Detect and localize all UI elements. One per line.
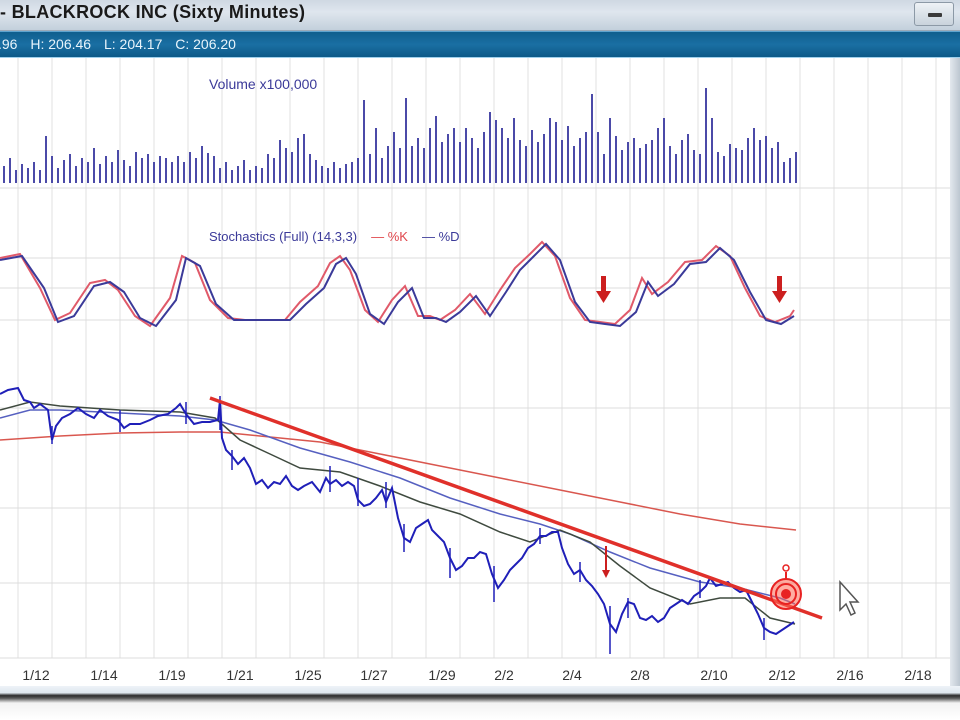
down-arrow-icon <box>772 276 787 303</box>
window-titlebar: - BLACKROCK INC (Sixty Minutes) <box>0 0 960 31</box>
mouse-cursor-icon <box>839 580 860 617</box>
chart-area[interactable]: Volume x100,000 Stochastics (Full) (14,3… <box>0 58 950 686</box>
open-value: .96 <box>0 36 18 52</box>
x-tick: 2/10 <box>700 667 728 683</box>
x-tick: 1/12 <box>22 667 50 683</box>
window-frame-bottom <box>0 686 960 720</box>
x-tick: 1/14 <box>90 667 118 683</box>
minimize-button[interactable] <box>914 2 954 26</box>
price-wicks <box>51 396 765 654</box>
x-tick: 1/27 <box>360 667 388 683</box>
vertical-gridlines <box>17 58 937 658</box>
ohlc-bar: .96 H: 206.46 L: 204.17 C: 206.20 <box>0 31 960 59</box>
down-arrow-icon <box>596 276 611 303</box>
stoch-d-line <box>0 242 795 328</box>
x-tick: 2/18 <box>904 667 932 683</box>
price-bars <box>0 386 795 636</box>
long-ma-line <box>0 431 797 531</box>
x-tick: 1/25 <box>294 667 322 683</box>
low-value: L: 204.17 <box>103 36 163 52</box>
k-legend: — %K <box>371 229 408 244</box>
stoch-k-line <box>0 240 795 328</box>
close-value: C: 206.20 <box>175 36 236 52</box>
x-tick: 2/4 <box>562 667 582 683</box>
window-title: - BLACKROCK INC (Sixty Minutes) <box>0 2 306 22</box>
minimize-icon <box>928 13 942 17</box>
downtrend-line <box>209 396 823 620</box>
x-tick: 1/29 <box>428 667 456 683</box>
x-tick: 1/21 <box>226 667 254 683</box>
window-frame-right <box>950 58 960 686</box>
chart-canvas <box>0 58 950 659</box>
stochastics-label: Stochastics (Full) (14,3,3) <box>209 229 358 244</box>
x-tick: 2/12 <box>768 667 796 683</box>
x-tick: 2/16 <box>836 667 864 683</box>
mid-ma-line <box>0 409 796 605</box>
target-bullseye-icon <box>770 564 802 610</box>
x-tick: 2/8 <box>630 667 650 683</box>
signal-arrows <box>596 276 787 303</box>
d-legend: — %D <box>421 229 460 244</box>
ohlc-values: .96 H: 206.46 L: 204.17 C: 206.20 <box>0 36 245 52</box>
x-tick: 2/2 <box>494 667 514 683</box>
high-value: H: 206.46 <box>30 36 92 52</box>
volume-bars <box>3 88 797 183</box>
volume-label: Volume x100,000 <box>209 76 318 92</box>
x-tick: 1/19 <box>158 667 186 683</box>
stochastics-legend: Stochastics (Full) (14,3,3) — %K — %D <box>209 229 460 244</box>
